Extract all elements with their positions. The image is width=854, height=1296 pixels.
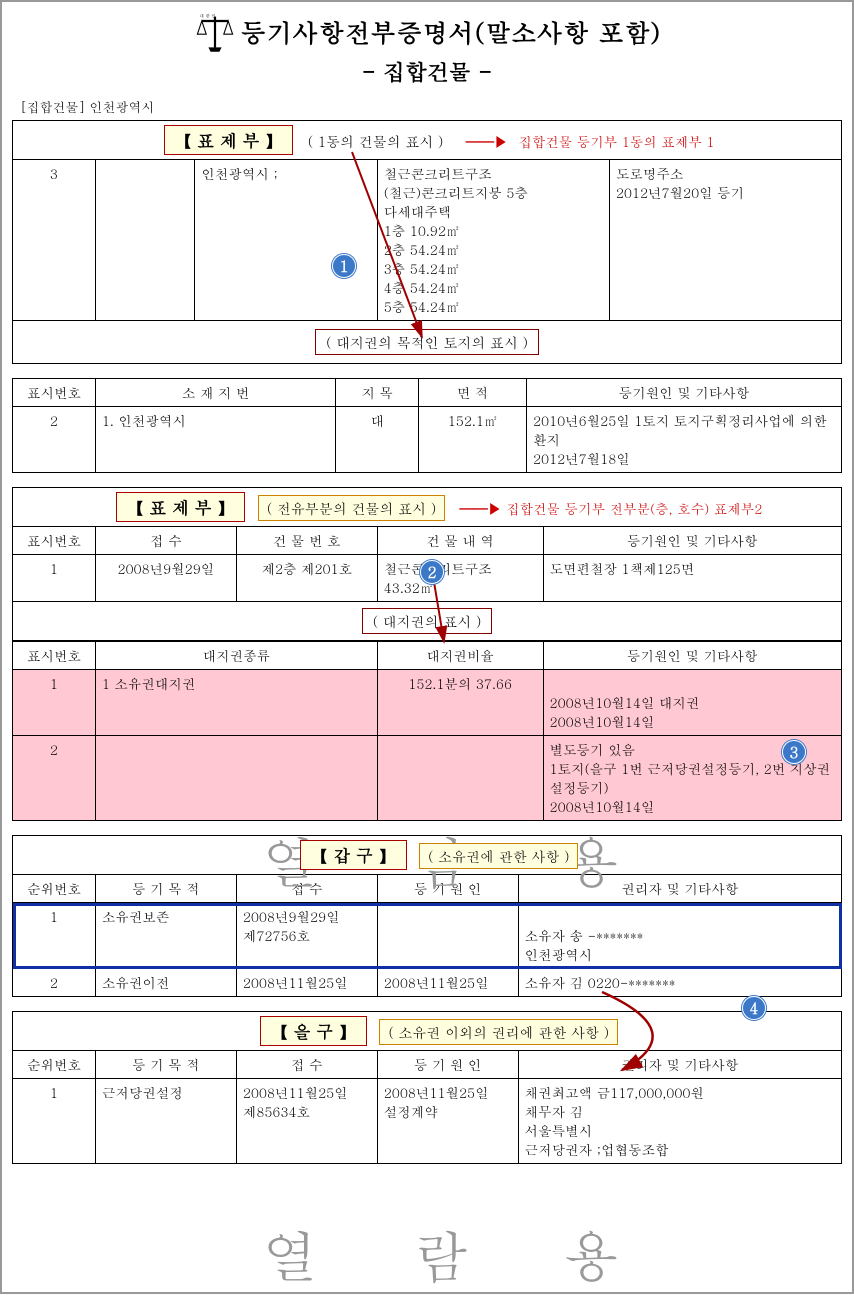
lr-h1: 표시번호	[13, 642, 96, 670]
e1c3: 2008년11월25일 제85634호	[236, 1079, 377, 1164]
badge-2: 2	[420, 560, 444, 584]
lr1-c2: 1 소유권대지권	[95, 670, 377, 736]
s2h3: 건 물 번 호	[236, 527, 377, 555]
s2c2: 2008년9월29일	[95, 555, 236, 602]
badge-4: 4	[742, 996, 766, 1020]
lr2-c2	[95, 736, 377, 821]
s1-c5: 도로명주소 2012년7월20일 등기	[609, 160, 841, 321]
s1-c1: 3	[13, 160, 96, 321]
g-h3: 접 수	[236, 875, 377, 903]
land-right-table: 표시번호 대지권종류 대지권비율 등기원인 및 기타사항 1 1 소유권대지권 …	[12, 641, 842, 821]
h-jimok: 지 목	[336, 379, 419, 407]
s2c3: 제2층 제201호	[236, 555, 377, 602]
s2h1: 표시번호	[13, 527, 96, 555]
land-purpose-table: 표시번호 소 재 지 번 지 목 면 적 등기원인 및 기타사항 2 1. 인천…	[12, 378, 842, 473]
s2c4: 철근콘크리트구조 43.32㎡	[377, 555, 543, 602]
lp-c2: 1. 인천광역시	[95, 407, 335, 473]
e-h2: 등 기 목 적	[95, 1051, 236, 1079]
lp-c5: 2010년6월25일 1토지 토지구획정리사업에 의한 환지 2012년7월18…	[526, 407, 841, 473]
e-h4: 등 기 원 인	[377, 1051, 518, 1079]
lr2-c3	[377, 736, 543, 821]
s2h4: 건 물 내 역	[377, 527, 543, 555]
s2h2: 접 수	[95, 527, 236, 555]
g-h1: 순위번호	[13, 875, 96, 903]
lr1-c1: 1	[13, 670, 96, 736]
lr-h2: 대지권종류	[95, 642, 377, 670]
justice-icon: 대 한 민	[193, 10, 237, 54]
badge-3: 3	[782, 740, 806, 764]
s1-c2	[95, 160, 194, 321]
g1c1: 1	[13, 903, 96, 969]
g-h2: 등 기 목 적	[95, 875, 236, 903]
lp-c1: 2	[13, 407, 96, 473]
lp-c3: 대	[336, 407, 419, 473]
h-cause: 등기원인 및 기타사항	[526, 379, 841, 407]
land-right-box: ( 대지권의 목적인 토지의 표시 )	[315, 329, 539, 355]
g1c5: 소유자 송 -******* 인천광역시	[518, 903, 841, 969]
section-title-box: 【 표 제 부 】	[164, 125, 294, 155]
s2c5: 도면편철장 1책제125면	[543, 555, 841, 602]
g2c2: 소유권이전	[95, 969, 236, 997]
e1c4: 2008년11월25일 설정계약	[377, 1079, 518, 1164]
e1c2: 근저당권설정	[95, 1079, 236, 1164]
arrow-icon-2: ──▶	[460, 498, 502, 518]
g1c3: 2008년9월29일 제72756호	[236, 903, 377, 969]
section-building-title: 【 표 제 부 】 ( 1동의 건물의 표시 ) ──▶ 집합건물 등기부 1동…	[12, 120, 842, 364]
arrow-icon: ──▶	[466, 131, 508, 151]
h-area: 면 적	[419, 379, 527, 407]
lp-c4: 152.1㎡	[419, 407, 527, 473]
section2-title-box: 【 표 제 부 】	[116, 492, 246, 522]
g2c4: 2008년11월25일	[377, 969, 518, 997]
e1c5: 채권최고액 금117,000,000원 채무자 김 서울특별시 근저당권자 ;업…	[518, 1079, 841, 1164]
section-gap-gu: 【 갑 구 】 ( 소유권에 관한 사항 ) 순위번호 등 기 목 적 접 수 …	[12, 835, 842, 997]
lr1-c3: 152.1분의 37.66	[377, 670, 543, 736]
gap-title-sub: ( 소유권에 관한 사항 )	[419, 843, 578, 869]
g-h4: 등 기 원 인	[377, 875, 518, 903]
s2h5: 등기원인 및 기타사항	[543, 527, 841, 555]
e1c1: 1	[13, 1079, 96, 1164]
e-h1: 순위번호	[13, 1051, 96, 1079]
g2c3: 2008년11월25일	[236, 969, 377, 997]
document-subtitle: - 집합건물 -	[12, 56, 842, 87]
property-breadcrumb: [집합건물] 인천광역시	[20, 97, 842, 116]
s1-c4: 철근콘크리트구조 (철근)콘크리트지붕 5층 다세대주택 1층 10.92㎡ 2…	[377, 160, 609, 321]
watermark-text-2: 열 람 용	[262, 1214, 657, 1293]
s1-c3: 인천광역시 ;	[195, 160, 377, 321]
svg-text:대 한 민: 대 한 민	[200, 14, 216, 20]
document-title: 등기사항전부증명서(말소사항 포함)	[241, 15, 661, 50]
g2c1: 2	[13, 969, 96, 997]
e-h5: 권리자 및 기타사항	[518, 1051, 841, 1079]
lr-h3: 대지권비율	[377, 642, 543, 670]
h-location: 소 재 지 번	[95, 379, 335, 407]
eul-title-box: 【 을 구 】	[260, 1016, 367, 1046]
lr1-c4: 2008년10월14일 대지권 2008년10월14일	[543, 670, 841, 736]
h-display-no: 표시번호	[13, 379, 96, 407]
eul-title-sub: ( 소유권 이외의 권리에 관한 사항 )	[379, 1019, 618, 1045]
g1c2: 소유권보존	[95, 903, 236, 969]
lr-h4: 등기원인 및 기타사항	[543, 642, 841, 670]
badge-1: 1	[332, 254, 356, 278]
annotation-1: 집합건물 등기부 1동의 표제부 1	[518, 132, 714, 151]
document-header: 대 한 민 등기사항전부증명서(말소사항 포함)	[12, 10, 842, 54]
ownership-preservation-row: 1 소유권보존 2008년9월29일 제72756호 소유자 송 -******…	[13, 903, 842, 969]
section-title-sub: ( 1동의 건물의 표시 )	[308, 131, 444, 151]
gap-title-box: 【 갑 구 】	[300, 840, 407, 870]
annotation-2: 집합건물 등기부 전부분(층, 호수) 표제부2	[506, 499, 762, 518]
section-eul-gu: 【 을 구 】 ( 소유권 이외의 권리에 관한 사항 ) 순위번호 등 기 목…	[12, 1011, 842, 1164]
lr2-c1: 2	[13, 736, 96, 821]
g2c5: 소유자 김 0220-*******	[518, 969, 841, 997]
e-h3: 접 수	[236, 1051, 377, 1079]
land-right-display-box: ( 대지권의 표시 )	[362, 608, 493, 634]
g1c4	[377, 903, 518, 969]
section2-title-sub: ( 전유부분의 건물의 표시 )	[258, 495, 445, 521]
g-h5: 권리자 및 기타사항	[518, 875, 841, 903]
s2c1: 1	[13, 555, 96, 602]
